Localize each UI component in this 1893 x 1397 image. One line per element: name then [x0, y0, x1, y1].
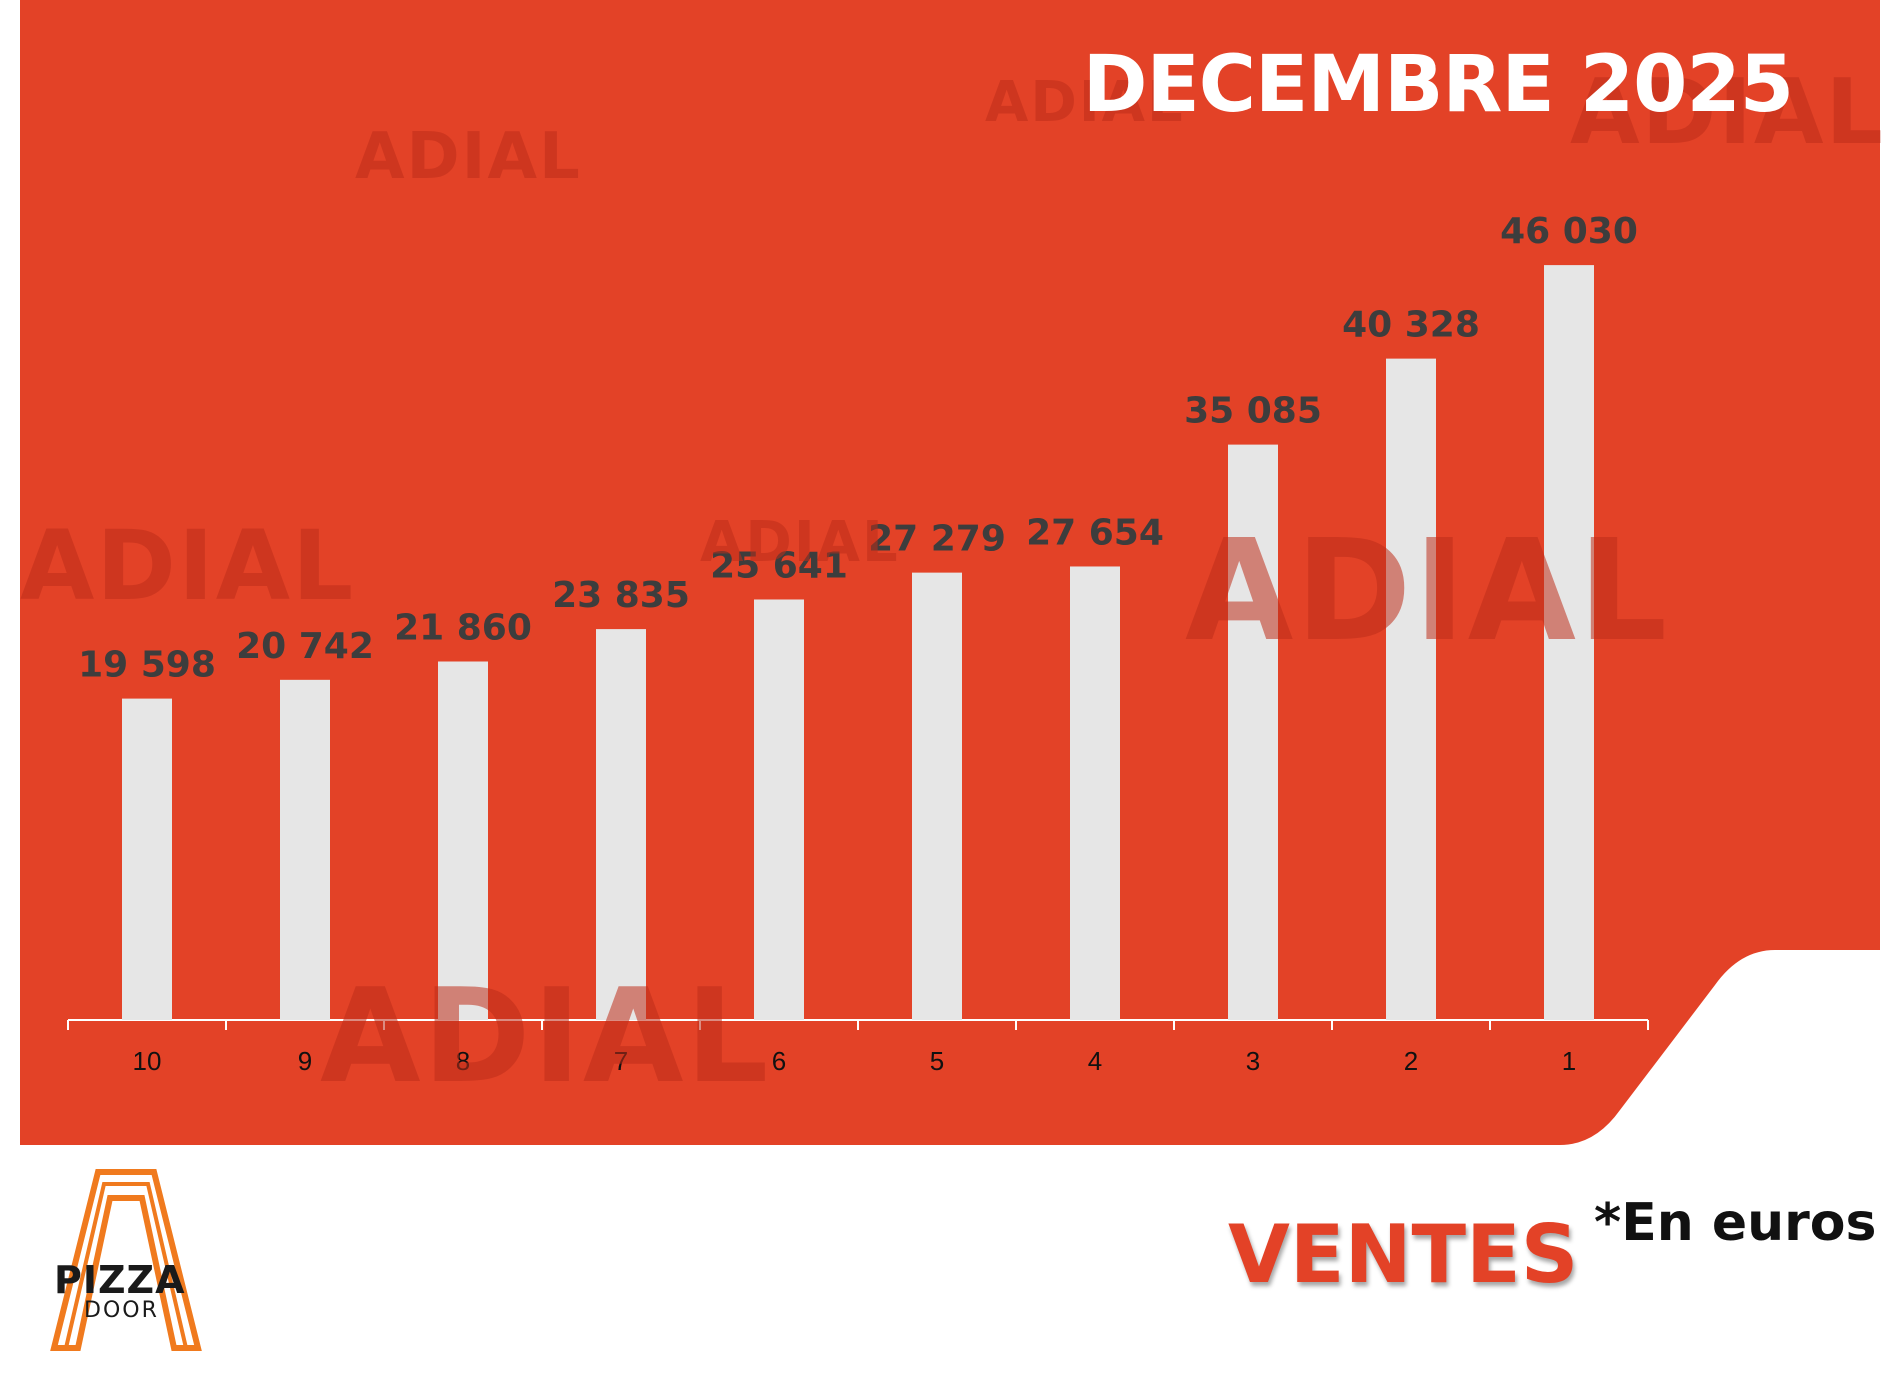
value-label-6: 25 641 — [710, 545, 848, 586]
x-tick-label-5: 5 — [930, 1046, 944, 1076]
x-tick-label-2: 2 — [1404, 1046, 1418, 1076]
value-labels: 19 598 20 742 21 860 23 835 25 641 27 279 27 6… — [78, 211, 1638, 685]
x-tick-labels: 10 9 8 7 6 5 4 3 2 1 — [133, 1046, 1577, 1076]
x-tick-label-6: 6 — [772, 1046, 786, 1076]
x-tick-label-1: 1 — [1562, 1046, 1576, 1076]
bar-7 — [596, 629, 646, 1020]
bars — [122, 265, 1594, 1021]
x-tick-label-8: 8 — [456, 1046, 470, 1076]
value-label-7: 23 835 — [552, 575, 690, 616]
logo-text-pizza: PIZZA — [54, 1258, 186, 1302]
bar-10 — [122, 698, 172, 1020]
bar-6 — [754, 599, 804, 1020]
bar-5 — [912, 572, 962, 1020]
value-label-5: 27 279 — [868, 519, 1006, 560]
logo-a-icon — [50, 1169, 202, 1351]
chart-title: DECEMBRE 2025 — [1082, 40, 1794, 130]
bar-3 — [1228, 444, 1278, 1021]
ventes-label: VENTES — [1228, 1208, 1579, 1301]
bar-1 — [1544, 265, 1594, 1020]
logo-text-door: DOOR — [84, 1298, 159, 1323]
bar-9 — [280, 679, 330, 1020]
value-label-9: 20 742 — [236, 626, 374, 667]
value-label-2: 40 328 — [1342, 305, 1480, 346]
value-label-8: 21 860 — [394, 607, 532, 648]
value-label-1: 46 030 — [1500, 211, 1638, 252]
unit-note: *En euros — [1594, 1193, 1877, 1253]
bar-4 — [1070, 566, 1120, 1020]
x-tick-label-4: 4 — [1088, 1046, 1102, 1076]
value-label-10: 19 598 — [78, 645, 216, 686]
value-label-3: 35 085 — [1184, 391, 1322, 432]
bar-8 — [438, 661, 488, 1020]
x-tick-label-3: 3 — [1246, 1046, 1260, 1076]
x-axis — [67, 1019, 1649, 1030]
value-label-4: 27 654 — [1026, 512, 1164, 553]
x-tick-label-7: 7 — [614, 1046, 628, 1076]
pizza-door-logo: PIZZA DOOR — [46, 1168, 206, 1353]
bar-2 — [1386, 358, 1436, 1020]
x-tick-label-9: 9 — [298, 1046, 312, 1076]
x-tick-label-10: 10 — [133, 1046, 162, 1076]
